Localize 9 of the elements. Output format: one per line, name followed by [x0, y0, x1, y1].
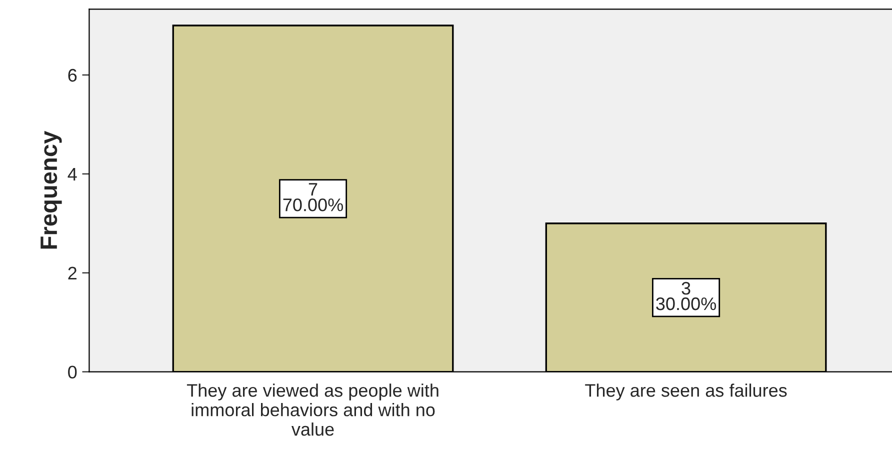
- y-tick-label: 2: [68, 266, 76, 280]
- y-tick-label: 0: [68, 366, 77, 379]
- data-label: 7 70.00%: [283, 183, 343, 212]
- x-tick-label: They are seen as failures: [585, 384, 787, 400]
- y-tick-label: 6: [68, 68, 77, 82]
- y-tick-label: 4: [68, 168, 77, 180]
- data-label: 3 30.00%: [656, 282, 716, 310]
- x-tick-label: They are viewed as people with immoral behaviors and with no value: [186, 384, 438, 436]
- y-axis-title: Frequency: [40, 130, 62, 249]
